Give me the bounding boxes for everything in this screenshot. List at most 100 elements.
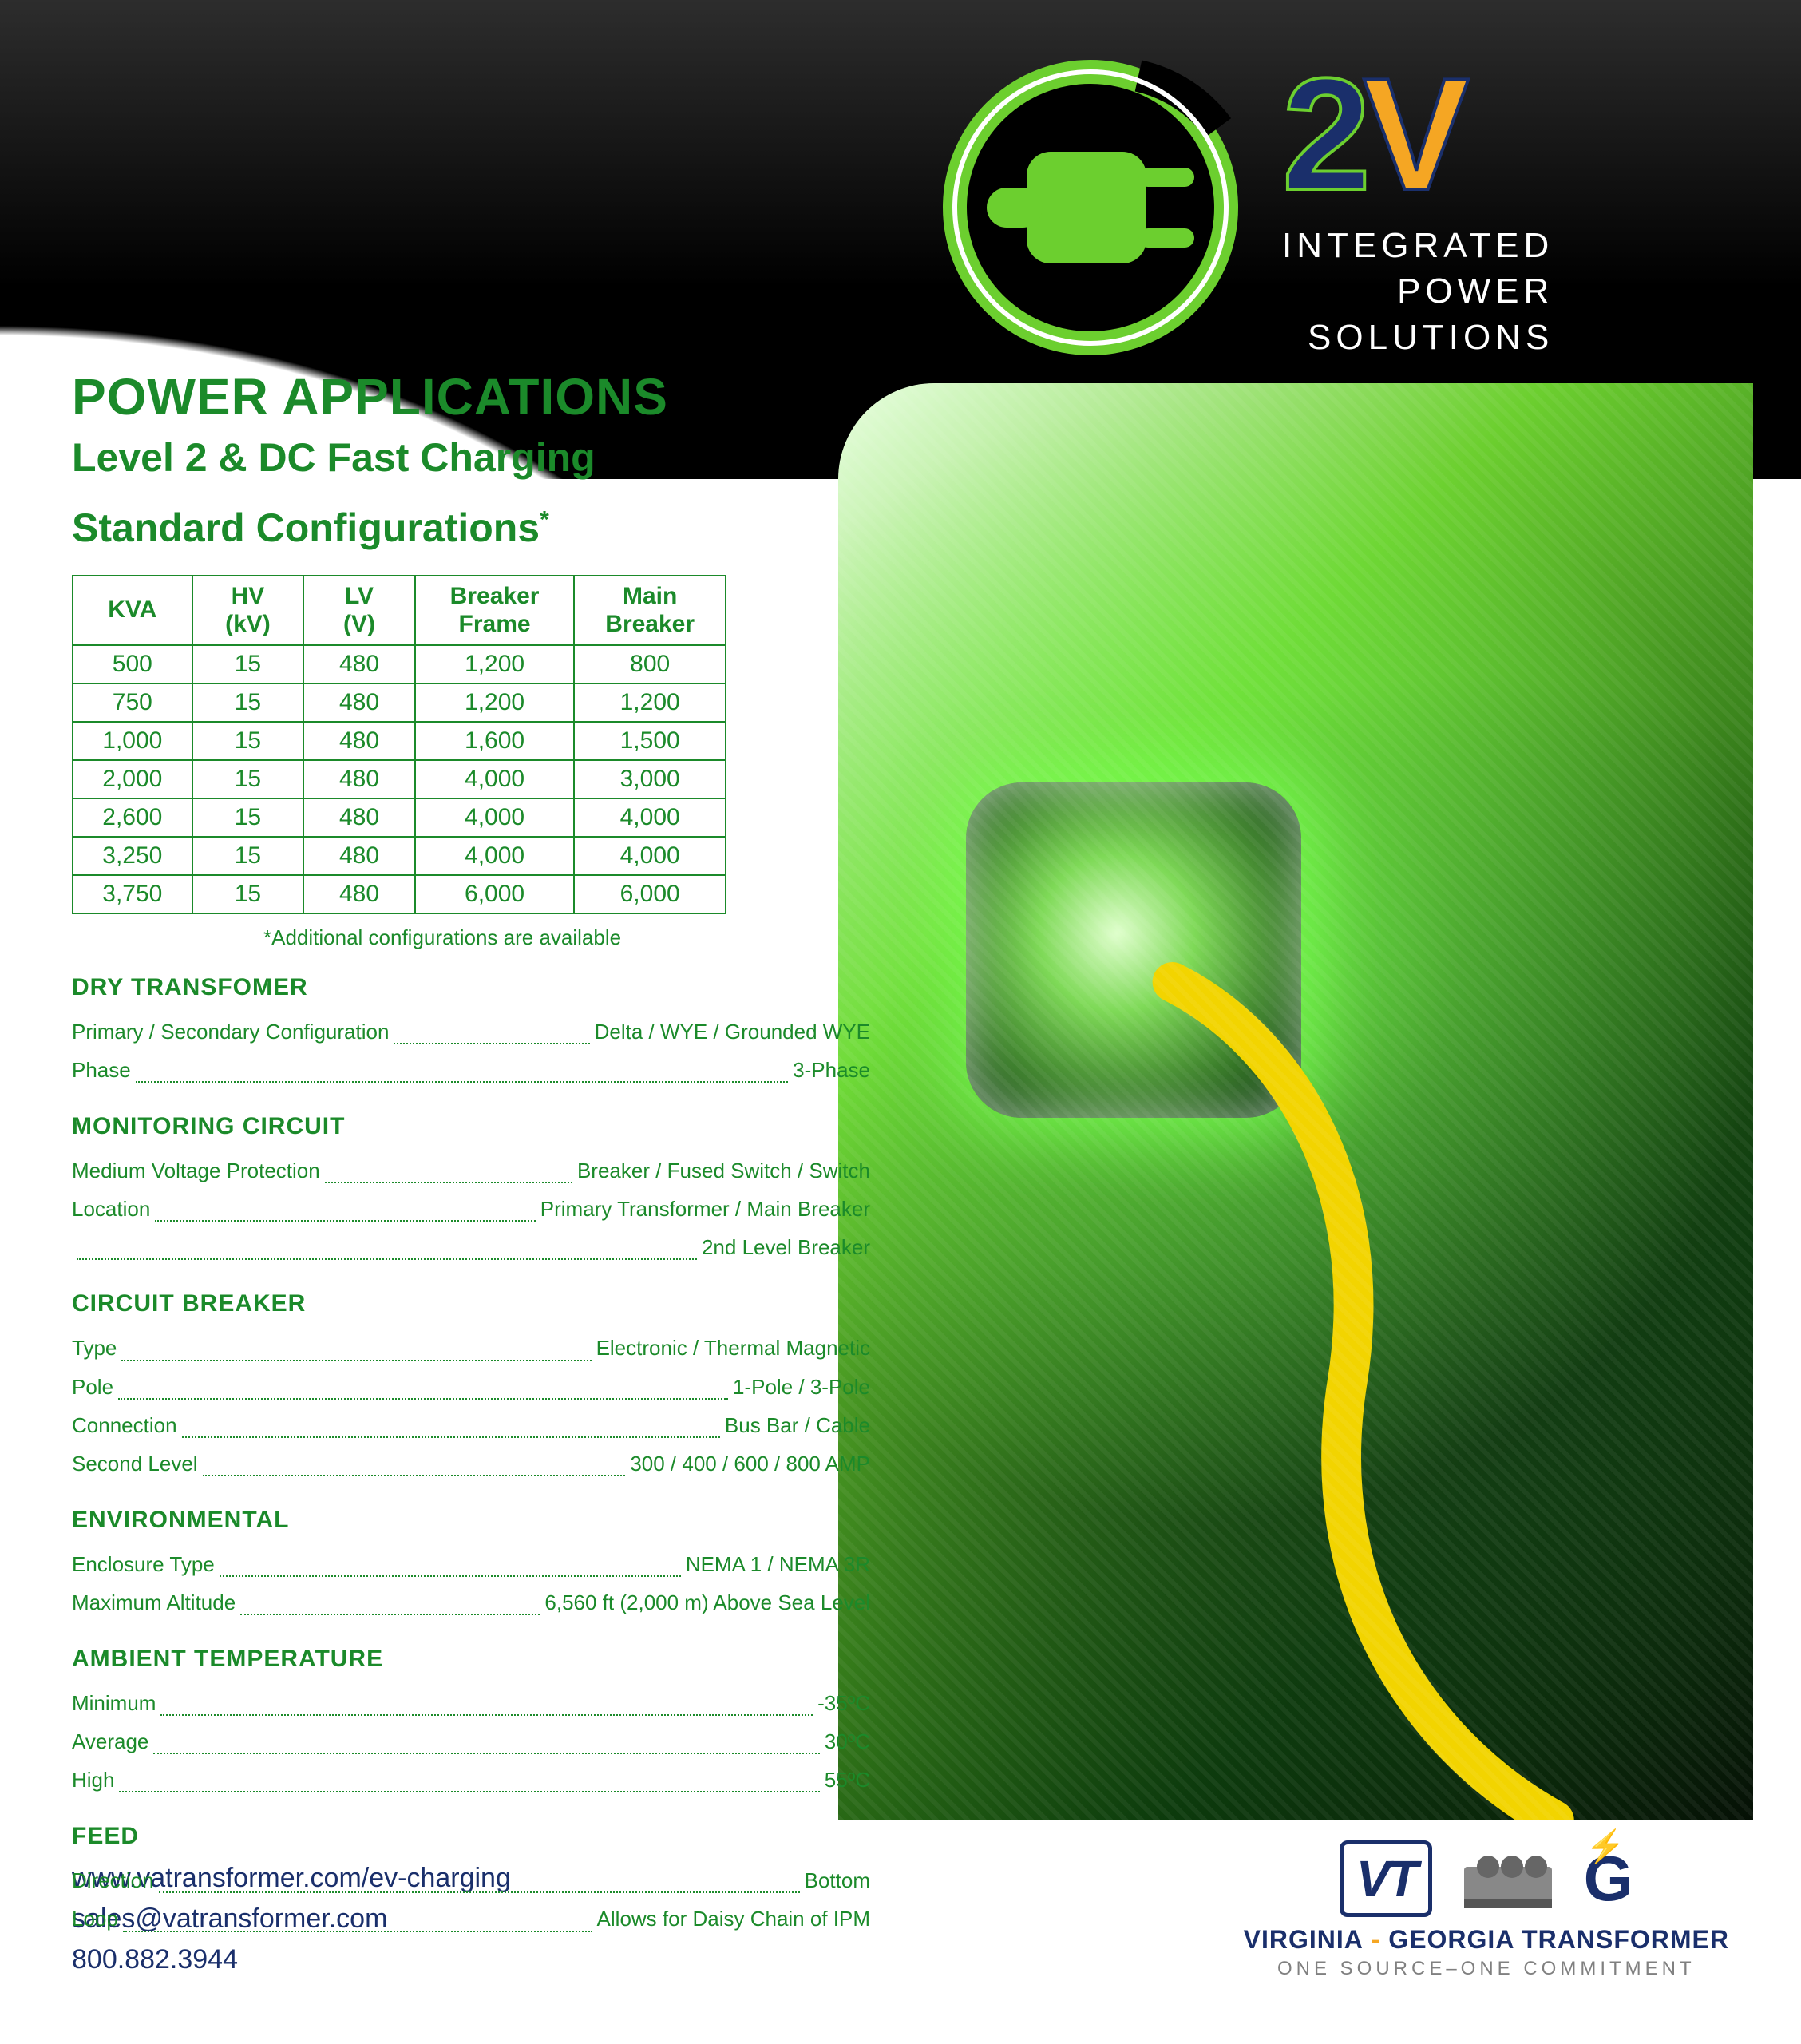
table-cell: 2,600	[73, 798, 192, 837]
slogan: ONE SOURCE–ONE COMMITMENT	[1244, 1958, 1729, 1980]
title-config-text: Standard Configurations	[72, 505, 540, 550]
logo-2v: 2 V	[1282, 55, 1554, 215]
table-cell: 750	[73, 683, 192, 722]
spec-head: MONITORING CIRCUIT	[72, 1113, 870, 1140]
table-cell: 6,000	[574, 875, 726, 913]
spec-label: Location	[72, 1190, 150, 1228]
spec-row: TypeElectronic / Thermal Magnetic	[72, 1329, 870, 1367]
spec-dots	[155, 1190, 535, 1222]
spec-head: CIRCUIT BREAKER	[72, 1290, 870, 1317]
table-cell: 480	[303, 875, 415, 913]
title-main: POWER APPLICATIONS	[72, 367, 870, 426]
table-cell: 6,000	[415, 875, 575, 913]
spec-label: Minimum	[72, 1684, 156, 1722]
spec-row: Enclosure TypeNEMA 1 / NEMA 3R	[72, 1545, 870, 1583]
spec-head: ENVIRONMENTAL	[72, 1507, 870, 1534]
spec-val: Delta / WYE / Grounded WYE	[595, 1012, 870, 1051]
spec-section: MONITORING CIRCUIT Medium Voltage Protect…	[72, 1113, 870, 1266]
spec-label: Type	[72, 1329, 117, 1367]
spec-row: Primary / Secondary ConfigurationDelta /…	[72, 1012, 870, 1051]
spec-dots	[121, 1329, 591, 1361]
spec-val: 6,560 ft (2,000 m) Above Sea Level	[544, 1583, 870, 1622]
table-cell: 15	[192, 683, 304, 722]
bolt-icon: ⚡	[1585, 1828, 1625, 1865]
tagline-line2: POWER	[1282, 268, 1554, 314]
g-logo: G ⚡	[1584, 1842, 1633, 1915]
table-cell: 1,600	[415, 722, 575, 760]
footer-logos: VT G ⚡	[1244, 1840, 1729, 1917]
spec-val: Allows for Daisy Chain of IPM	[597, 1899, 870, 1938]
cable-icon	[838, 383, 1753, 1820]
table-cell: 1,200	[415, 683, 575, 722]
table-note: *Additional configurations are available	[263, 925, 870, 950]
spec-row: Second Level300 / 400 / 600 / 800 AMP	[72, 1444, 870, 1483]
spec-val: Primary Transformer / Main Breaker	[540, 1190, 870, 1228]
spec-val: 55ºC	[825, 1761, 870, 1799]
table-cell: 480	[303, 645, 415, 683]
spec-val: -35ºC	[817, 1684, 870, 1722]
spec-dots	[325, 1151, 572, 1183]
table-cell: 3,000	[574, 760, 726, 798]
contact-phone: 800.882.3944	[72, 1939, 511, 1980]
spec-row: LoopAllows for Daisy Chain of IPM	[72, 1899, 870, 1938]
table-header: LV(V)	[303, 576, 415, 645]
table-cell: 480	[303, 760, 415, 798]
spec-row: Average 30ºC	[72, 1722, 870, 1761]
table-cell: 800	[574, 645, 726, 683]
spec-row: Maximum Altitude6,560 ft (2,000 m) Above…	[72, 1583, 870, 1622]
spec-val: 3-Phase	[793, 1051, 870, 1089]
plug-logo-icon	[931, 48, 1250, 367]
spec-label: Direction	[72, 1861, 154, 1899]
main: POWER APPLICATIONS Level 2 & DC Fast Cha…	[72, 367, 870, 1939]
spec-dots	[394, 1012, 589, 1044]
title-config: Standard Configurations*	[72, 505, 870, 551]
table-cell: 15	[192, 645, 304, 683]
spec-row: Pole1-Pole / 3-Pole	[72, 1368, 870, 1406]
tagline-line1: INTEGRATED	[1282, 223, 1554, 268]
spec-dots	[159, 1861, 800, 1893]
spec-label: High	[72, 1761, 114, 1799]
table-row: 3,750154806,0006,000	[73, 875, 726, 913]
spec-row: 2nd Level Breaker	[72, 1228, 870, 1266]
table-cell: 3,250	[73, 837, 192, 875]
table-cell: 15	[192, 798, 304, 837]
spec-dots	[118, 1368, 728, 1400]
config-table-head: KVAHV(kV)LV(V)BreakerFrameMainBreaker	[73, 576, 726, 645]
spec-head: DRY TRANSFOMER	[72, 974, 870, 1001]
table-cell: 15	[192, 760, 304, 798]
logo-letter-v: V	[1363, 55, 1461, 215]
spec-section: CIRCUIT BREAKER TypeElectronic / Thermal …	[72, 1290, 870, 1482]
table-row: 2,000154804,0003,000	[73, 760, 726, 798]
spec-row: ConnectionBus Bar / Cable	[72, 1406, 870, 1444]
company-a: VIRGINIA	[1244, 1925, 1364, 1954]
spec-label: Second Level	[72, 1444, 198, 1483]
spec-dots	[160, 1684, 813, 1716]
spec-label: Phase	[72, 1051, 131, 1089]
spec-label: Connection	[72, 1406, 177, 1444]
table-row: 750154801,2001,200	[73, 683, 726, 722]
spec-row: Medium Voltage ProtectionBreaker / Fused…	[72, 1151, 870, 1190]
config-table: KVAHV(kV)LV(V)BreakerFrameMainBreaker 50…	[72, 575, 726, 914]
spec-val: 30ºC	[825, 1722, 870, 1761]
spec-dots	[153, 1722, 819, 1754]
spec-row: Minimum -35ºC	[72, 1684, 870, 1722]
spec-head: FEED	[72, 1823, 870, 1850]
table-cell: 2,000	[73, 760, 192, 798]
spec-dots	[119, 1761, 819, 1792]
config-table-body: 500154801,200800750154801,2001,2001,0001…	[73, 645, 726, 913]
charge-port-glow	[966, 782, 1301, 1118]
spec-section: FEED Direction BottomLoopAllows for Daisy …	[72, 1823, 870, 1938]
table-cell: 480	[303, 837, 415, 875]
table-header: BreakerFrame	[415, 576, 575, 645]
spec-label: Average	[72, 1722, 148, 1761]
table-header: KVA	[73, 576, 192, 645]
table-cell: 1,200	[415, 645, 575, 683]
table-row: 2,600154804,0004,000	[73, 798, 726, 837]
table-header: MainBreaker	[574, 576, 726, 645]
table-cell: 15	[192, 875, 304, 913]
table-cell: 4,000	[574, 837, 726, 875]
spec-val: 1-Pole / 3-Pole	[733, 1368, 870, 1406]
spec-val: 2nd Level Breaker	[702, 1228, 870, 1266]
spec-val: Bottom	[805, 1861, 870, 1899]
table-row: 500154801,200800	[73, 645, 726, 683]
